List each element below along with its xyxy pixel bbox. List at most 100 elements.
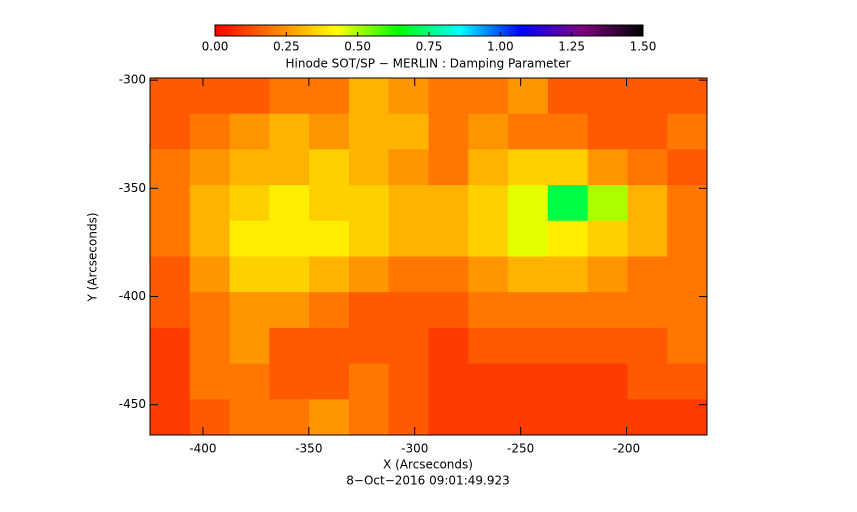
heatmap-cell	[269, 78, 310, 115]
heatmap-cell	[468, 363, 509, 400]
heatmap-cell	[667, 399, 708, 436]
heatmap-cell	[627, 399, 668, 436]
heatmap-cell	[348, 256, 390, 293]
heatmap-cell	[667, 185, 708, 222]
heatmap-cell	[667, 78, 708, 115]
heatmap-cell	[627, 220, 668, 257]
heatmap-cell	[508, 220, 549, 257]
y-tick-label: -450	[119, 397, 146, 411]
colorbar-tick-label: 1.25	[558, 40, 585, 54]
heatmap-cell	[269, 292, 310, 329]
heatmap-cell	[229, 292, 270, 329]
heatmap-cell	[667, 363, 708, 400]
heatmap-cell	[468, 113, 509, 150]
heatmap-cell	[627, 292, 668, 329]
heatmap-cell	[309, 399, 350, 436]
heatmap-cell	[189, 327, 231, 365]
x-tick-label: -200	[613, 442, 640, 456]
heatmap-cell	[309, 220, 350, 257]
heatmap-cell	[150, 256, 191, 293]
heatmap-cell	[150, 220, 191, 257]
heatmap-cell	[428, 185, 469, 222]
heatmap-cell	[150, 78, 191, 115]
heatmap-cell	[229, 113, 270, 150]
heatmap-cell	[627, 256, 668, 293]
colorbar-tick-label: 1.50	[630, 40, 657, 54]
heatmap-cell	[189, 399, 231, 436]
colorbar-tick-label: 0.25	[273, 40, 300, 54]
heatmap-cell	[269, 327, 310, 365]
heatmap-cell	[428, 327, 469, 365]
x-tick-label: -250	[507, 442, 534, 456]
heatmap-cell	[627, 327, 668, 365]
heatmap-cell	[348, 292, 390, 329]
heatmap-cell	[348, 78, 390, 115]
heatmap-cell	[627, 185, 668, 222]
heatmap-cell	[547, 363, 589, 400]
footer-timestamp: 8−Oct−2016 09:01:49.923	[346, 474, 509, 488]
heatmap-cell	[229, 327, 270, 365]
x-axis-label: X (Arcseconds)	[383, 458, 473, 472]
heatmap-cell	[508, 149, 549, 186]
heatmap-cell	[388, 363, 429, 400]
heatmap-cell	[627, 149, 668, 186]
heatmap-cell	[269, 363, 310, 400]
colorbar-tick-label: 1.00	[487, 40, 514, 54]
colorbar-tick-label: 0.50	[344, 40, 371, 54]
heatmap-cell	[547, 149, 589, 186]
heatmap-cell	[309, 292, 350, 329]
heatmap-cell	[309, 185, 350, 222]
heatmap-cell	[388, 256, 429, 293]
heatmap-cell	[627, 113, 668, 150]
heatmap-cell	[547, 256, 589, 293]
heatmap-cell	[428, 292, 469, 329]
heatmap-cell	[508, 256, 549, 293]
heatmap-cell	[189, 256, 231, 293]
heatmap-cell	[189, 113, 231, 150]
heatmap-cell	[468, 78, 509, 115]
heatmap-cell	[269, 185, 310, 222]
heatmap-cell	[348, 113, 390, 150]
heatmap-cell	[150, 363, 191, 400]
heatmap-cell	[587, 113, 628, 150]
heatmap-cell	[587, 327, 628, 365]
heatmap-cell	[587, 185, 628, 222]
heatmap-cell	[587, 220, 628, 257]
heatmap-cell	[388, 149, 429, 186]
heatmap-cell	[150, 185, 191, 222]
heatmap-cell	[468, 292, 509, 329]
heatmap-cell	[428, 256, 469, 293]
heatmap-cell	[348, 399, 390, 436]
heatmap-cell	[229, 185, 270, 222]
heatmap-cell	[468, 185, 509, 222]
heatmap-cell	[229, 220, 270, 257]
chart-title: Hinode SOT/SP − MERLIN : Damping Paramet…	[286, 57, 571, 71]
heatmap-cell	[388, 113, 429, 150]
heatmap-cell	[309, 149, 350, 186]
colorbar-tick-label: 0.00	[202, 40, 229, 54]
heatmap-cell	[388, 399, 429, 436]
heatmap-cell	[547, 78, 589, 115]
heatmap-cell	[428, 363, 469, 400]
heatmap-cell	[269, 220, 310, 257]
heatmap-cell	[508, 399, 549, 436]
heatmap-cell	[587, 149, 628, 186]
y-tick-label: -350	[119, 181, 146, 195]
x-tick-label: -300	[401, 442, 428, 456]
heatmap-cell	[388, 78, 429, 115]
heatmap-cell	[229, 256, 270, 293]
heatmap-cell	[667, 256, 708, 293]
heatmap-cell	[269, 113, 310, 150]
heatmap-cell	[348, 327, 390, 365]
heatmap-cell	[508, 185, 549, 222]
heatmap-cell	[189, 185, 231, 222]
y-axis-label: Y (Arcseconds)	[86, 212, 100, 302]
heatmap-cell	[309, 113, 350, 150]
heatmap-cell	[309, 78, 350, 115]
heatmap-cell	[428, 399, 469, 436]
heatmap-cell	[587, 292, 628, 329]
heatmap-cell	[348, 363, 390, 400]
heatmap-cell	[189, 78, 231, 115]
heatmap-cell	[428, 78, 469, 115]
heatmap-cell	[388, 220, 429, 257]
